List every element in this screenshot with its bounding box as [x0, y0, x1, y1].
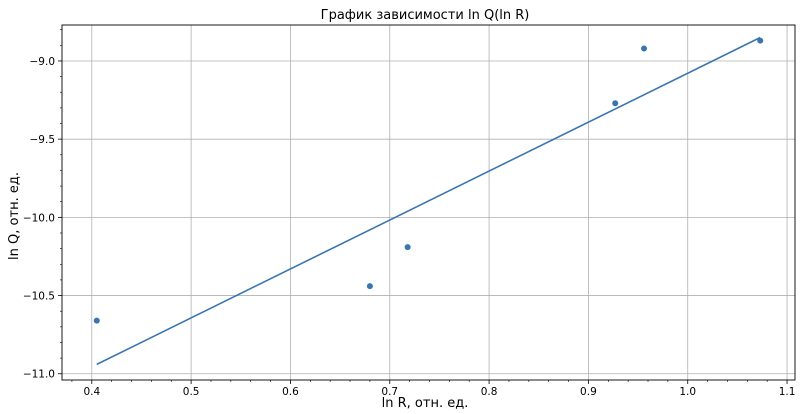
x-tick-label: 0.7	[381, 386, 398, 398]
data-point	[404, 244, 411, 251]
y-tick-label: −9.5	[30, 134, 56, 146]
x-tick-label: 0.8	[481, 386, 498, 398]
x-tick-label: 1.1	[779, 386, 796, 398]
x-axis-title: ln R, отн. ед.	[382, 396, 469, 411]
plot-frame	[61, 24, 796, 381]
x-tick-label: 1.0	[679, 386, 696, 398]
x-tick-label: 0.9	[580, 386, 597, 398]
y-tick-label: −10.0	[23, 212, 55, 224]
y-axis-title: ln Q, отн. ед.	[7, 172, 22, 260]
x-tick-label: 0.4	[83, 386, 100, 398]
fit-line	[96, 36, 761, 366]
ticks: 0.4 0.5 0.6 0.7 0.8 0.9 1.0 1.1 −11.0 −10.5 −10.0 −…	[23, 29, 796, 398]
data-point	[366, 283, 373, 290]
x-tick-label: 0.6	[282, 386, 299, 398]
data-point	[641, 45, 648, 52]
plot-marks	[93, 36, 764, 366]
chart-title: График зависимости ln Q(ln R)	[321, 8, 530, 23]
y-tick-label: −11.0	[23, 369, 55, 381]
grid	[62, 25, 795, 380]
y-tick-label: −9.0	[30, 56, 56, 68]
data-point	[612, 100, 619, 107]
y-tick-label: −10.5	[23, 291, 55, 303]
x-tick-label: 0.5	[183, 386, 200, 398]
data-point	[93, 317, 100, 324]
